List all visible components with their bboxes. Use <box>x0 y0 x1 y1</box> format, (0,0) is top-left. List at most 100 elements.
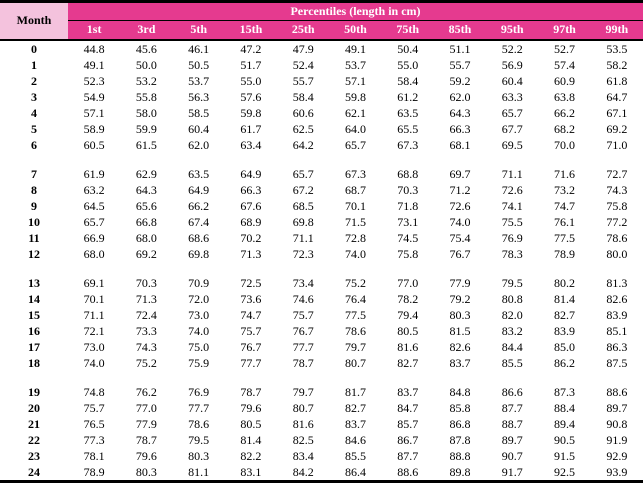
value-cell: 84.4 <box>501 339 523 354</box>
value-cell: 57.1 <box>83 105 105 120</box>
value-cell: 64.5 <box>83 198 105 213</box>
value-cell: 73.0 <box>188 307 210 322</box>
value-cell: 68.0 <box>135 230 157 245</box>
value-cell: 44.8 <box>83 41 105 56</box>
month-cell: 15 <box>28 307 40 322</box>
value-cell: 68.6 <box>188 230 210 245</box>
table-row: 23 78.1 79.6 80.3 82.2 83.4 85.5 87.7 88.8 90.7 91… <box>0 448 643 464</box>
value-cell: 61.5 <box>135 137 157 152</box>
month-cell: 10 <box>28 214 40 229</box>
value-cell: 72.6 <box>501 182 523 197</box>
value-cell: 71.6 <box>554 166 576 181</box>
value-cell: 74.0 <box>83 355 105 370</box>
value-cell: 92.9 <box>606 448 628 463</box>
percentile-column-header: 5th <box>172 20 225 41</box>
value-cell: 69.2 <box>606 121 628 136</box>
value-cell: 53.7 <box>344 57 366 72</box>
value-cell: 78.7 <box>292 355 314 370</box>
value-cell: 64.3 <box>135 182 157 197</box>
value-cell: 75.2 <box>135 355 157 370</box>
value-cell: 76.4 <box>344 291 366 306</box>
value-cell: 83.4 <box>292 448 314 463</box>
value-cell: 89.7 <box>606 400 628 415</box>
table-row: 20 75.7 77.0 77.7 79.6 80.7 82.7 84.7 85.8 87.7 88… <box>0 400 643 416</box>
value-cell: 56.3 <box>188 89 210 104</box>
value-cell: 83.9 <box>606 307 628 322</box>
value-cell: 69.5 <box>501 137 523 152</box>
value-cell: 76.7 <box>240 339 262 354</box>
value-cell: 80.2 <box>554 275 576 290</box>
value-cell: 83.9 <box>554 323 576 338</box>
value-cell: 76.7 <box>292 323 314 338</box>
value-cell: 74.6 <box>292 291 314 306</box>
value-cell: 86.6 <box>501 384 523 399</box>
value-cell: 53.2 <box>135 73 157 88</box>
table-row: 24 78.9 80.3 81.1 83.1 84.2 86.4 88.6 89.8 91.7 92… <box>0 464 643 482</box>
value-cell: 77.0 <box>135 400 157 415</box>
month-cell: 9 <box>31 198 37 213</box>
value-cell: 93.9 <box>606 464 628 479</box>
table-row: 16 72.1 73.3 74.0 75.7 76.7 78.6 80.5 81.5 83.2 83… <box>0 323 643 339</box>
value-cell: 85.8 <box>449 400 471 415</box>
value-cell: 81.6 <box>292 416 314 431</box>
value-cell: 79.5 <box>501 275 523 290</box>
group-gap-cell <box>0 153 643 166</box>
value-cell: 55.7 <box>292 73 314 88</box>
value-cell: 65.7 <box>83 214 105 229</box>
value-cell: 72.6 <box>449 198 471 213</box>
table-row: 2 52.3 53.2 53.7 55.0 55.7 57.1 58.4 59.2 60.4 60.… <box>0 73 643 89</box>
value-cell: 66.2 <box>554 105 576 120</box>
value-cell: 52.2 <box>501 41 523 56</box>
value-cell: 47.9 <box>292 41 314 56</box>
value-cell: 75.4 <box>449 230 471 245</box>
value-cell: 74.0 <box>188 323 210 338</box>
value-cell: 82.2 <box>240 448 262 463</box>
value-cell: 68.1 <box>449 137 471 152</box>
percentile-column-header: 99th <box>590 20 643 41</box>
value-cell: 72.1 <box>83 323 105 338</box>
value-cell: 92.5 <box>554 464 576 479</box>
value-cell: 78.7 <box>240 384 262 399</box>
value-cell: 86.2 <box>554 355 576 370</box>
value-cell: 84.7 <box>397 400 419 415</box>
value-cell: 47.2 <box>240 41 262 56</box>
value-cell: 91.5 <box>554 448 576 463</box>
value-cell: 67.6 <box>240 198 262 213</box>
value-cell: 74.3 <box>135 339 157 354</box>
value-cell: 77.5 <box>554 230 576 245</box>
month-cell: 16 <box>28 323 40 338</box>
value-cell: 70.3 <box>135 275 157 290</box>
value-cell: 88.6 <box>397 464 419 479</box>
value-cell: 73.3 <box>135 323 157 338</box>
value-cell: 63.8 <box>554 89 576 104</box>
value-cell: 80.3 <box>188 448 210 463</box>
month-column-header: Month <box>0 1 68 41</box>
group-gap-row <box>0 153 643 166</box>
table-row: 1 49.1 50.0 50.5 51.7 52.4 53.7 55.0 55.7 56.9 57.… <box>0 57 643 73</box>
table-row: 14 70.1 71.3 72.0 73.6 74.6 76.4 78.2 79.2 80.8 81… <box>0 291 643 307</box>
value-cell: 51.1 <box>449 41 471 56</box>
table-row: 18 74.0 75.2 75.9 77.7 78.7 80.7 82.7 83.7 85.5 86… <box>0 355 643 371</box>
value-cell: 50.0 <box>135 57 157 72</box>
value-cell: 76.5 <box>83 416 105 431</box>
value-cell: 82.5 <box>292 432 314 447</box>
value-cell: 81.3 <box>606 275 628 290</box>
value-cell: 51.7 <box>240 57 262 72</box>
value-cell: 91.9 <box>606 432 628 447</box>
value-cell: 80.7 <box>344 355 366 370</box>
table-row: 7 61.9 62.9 63.5 64.9 65.7 67.3 68.8 69.7 71.1 71.… <box>0 166 643 182</box>
value-cell: 70.9 <box>188 275 210 290</box>
value-cell: 71.0 <box>606 137 628 152</box>
value-cell: 63.5 <box>397 105 419 120</box>
percentile-column-header: 25th <box>277 20 330 41</box>
group-gap-cell <box>0 262 643 275</box>
value-cell: 75.7 <box>292 307 314 322</box>
month-cell: 22 <box>28 432 40 447</box>
value-cell: 79.6 <box>135 448 157 463</box>
value-cell: 82.7 <box>344 400 366 415</box>
value-cell: 80.5 <box>397 323 419 338</box>
value-cell: 62.5 <box>292 121 314 136</box>
value-cell: 64.9 <box>188 182 210 197</box>
